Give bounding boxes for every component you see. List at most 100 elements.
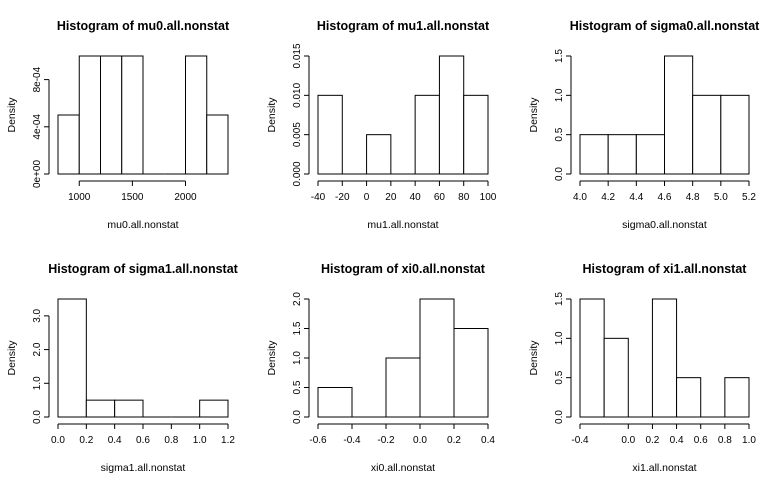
panel-6-x-tick-label: 0.0 — [621, 435, 635, 446]
panel-6-bar — [676, 377, 702, 418]
panel-5-x-label: xi0.all.nonstat — [371, 462, 435, 474]
panel-1-bar — [78, 55, 101, 175]
panel-5-y-tick-label: 2.0 — [292, 292, 303, 306]
panel-6-x-tick-label: 0.6 — [694, 435, 708, 446]
panel-2-bar — [317, 94, 343, 175]
panel-3-bar — [607, 134, 637, 175]
panel-4-title: Histogram of sigma1.all.nonstat — [48, 262, 238, 276]
panel-2-x-tick-label: 80 — [458, 192, 470, 203]
panel-6: Histogram of xi1.all.nonstat -0.4 0.0 0.2 0.… — [528, 262, 756, 474]
panel-1-x-tick-label: 1500 — [121, 192, 144, 203]
panel-2-y-tick-label: 0.015 — [292, 43, 303, 68]
panel-6-bar — [603, 337, 629, 418]
panel-5-x-tick-label: 0.4 — [481, 435, 495, 446]
panel-3-x-tick-label: 5.2 — [742, 192, 756, 203]
panel-1-bar — [206, 114, 229, 175]
panel-6-y-tick-label: 0.5 — [554, 370, 565, 384]
panel-4-x-tick-label: 0.0 — [51, 435, 65, 446]
panel-6-bar — [651, 298, 678, 418]
panel-5-bar — [453, 328, 489, 418]
panel-2-x-tick-label: 60 — [434, 192, 446, 203]
panel-5-y-tick-label: 1.5 — [292, 321, 303, 335]
panel-4-bar — [199, 399, 229, 418]
panel-3-x-tick-label: 4.8 — [686, 192, 700, 203]
panel-1-x-label: mu0.all.nonstat — [107, 219, 178, 231]
panel-6-x-tick-label: 0.2 — [645, 435, 659, 446]
panel-2-bar — [438, 55, 465, 175]
panel-3-y-tick-label: 1.5 — [554, 49, 565, 63]
panel-3-bar — [692, 94, 722, 175]
panel-4-y-label: Density — [6, 340, 18, 376]
panel-1-y-tick-label: 0e+00 — [32, 160, 43, 189]
panel-4-y-tick-label: 1.0 — [32, 376, 43, 390]
panel-4-x-tick-label: 0.2 — [79, 435, 93, 446]
panel-4-bar — [57, 298, 87, 418]
panel-4-y-tick-label: 3.0 — [32, 308, 43, 322]
panel-4-x-tick-label: 1.0 — [193, 435, 207, 446]
panel-4-x-tick-label: 0.8 — [164, 435, 178, 446]
panel-6-x-tick-label: 0.8 — [718, 435, 732, 446]
panel-6-y-tick-label: 0.0 — [554, 410, 565, 424]
panel-1: Histogram of mu0.all.nonstat 1000 1500 2000… — [6, 19, 230, 231]
panel-6-title: Histogram of xi1.all.nonstat — [583, 262, 748, 276]
panel-3-y-tick-label: 1.0 — [554, 88, 565, 102]
panel-3-x-tick-label: 4.6 — [658, 192, 672, 203]
panel-3-bar — [579, 134, 609, 175]
panel-6-x-tick-label: 1.0 — [742, 435, 756, 446]
panel-2-x-tick-label: 20 — [385, 192, 397, 203]
panel-2-title: Histogram of mu1.all.nonstat — [317, 19, 490, 33]
panel-1-bar — [100, 55, 123, 175]
panel-2-y-tick-label: 0.005 — [292, 122, 303, 147]
panel-3-y-label: Density — [528, 97, 540, 133]
panel-6-y-tick-label: 1.0 — [554, 331, 565, 345]
panel-1-title: Histogram of mu0.all.nonstat — [57, 19, 230, 33]
panel-4: Histogram of sigma1.all.nonstat 0.0 0.2 0.4… — [6, 262, 239, 474]
panel-3-x-tick-label: 4.0 — [573, 192, 587, 203]
panel-5-x-tick-label: 0.2 — [447, 435, 461, 446]
panel-3-x-label: sigma0.all.nonstat — [622, 219, 707, 231]
panel-2-bar — [414, 94, 440, 175]
panel-3-title: Histogram of sigma0.all.nonstat — [570, 19, 760, 33]
panel-1-bar — [57, 114, 80, 175]
panel-2-x-tick-label: 0 — [364, 192, 370, 203]
panel-1-y-label: Density — [6, 97, 18, 133]
panel-5-y-tick-label: 0.0 — [292, 410, 303, 424]
panel-5-x-tick-label: 0.0 — [413, 435, 427, 446]
panel-2-x-tick-label: -40 — [311, 192, 326, 203]
panel-5: Histogram of xi0.all.nonstat -0.6 -0.4 -0.2… — [266, 262, 495, 474]
panel-5-bar — [419, 298, 455, 418]
panel-1-y-tick-label: 4e-04 — [32, 114, 43, 140]
panel-5-y-tick-label: 0.5 — [292, 380, 303, 394]
panel-6-y-tick-label: 1.5 — [554, 292, 565, 306]
panel-3-bar — [720, 94, 750, 175]
panel-4-y-tick-label: 0.0 — [32, 410, 43, 424]
panel-5-y-tick-label: 1.0 — [292, 351, 303, 365]
panel-5-x-tick-label: -0.4 — [343, 435, 361, 446]
panel-2-x-label: mu1.all.nonstat — [367, 219, 438, 231]
panel-4-x-label: sigma1.all.nonstat — [101, 462, 186, 474]
panel-1-x-tick-label: 1000 — [68, 192, 91, 203]
panel-2-y-tick-label: 0.000 — [292, 161, 303, 186]
panel-5-title: Histogram of xi0.all.nonstat — [321, 262, 486, 276]
panel-2-x-tick-label: 100 — [480, 192, 497, 203]
panel-4-y-tick-label: 2.0 — [32, 342, 43, 356]
panel-5-bar — [317, 387, 353, 418]
panel-4-x-tick-label: 0.6 — [136, 435, 150, 446]
panel-3-y-tick-label: 0.5 — [554, 127, 565, 141]
panel-2-x-tick-label: 40 — [410, 192, 422, 203]
panel-4-x-tick-label: 0.4 — [108, 435, 122, 446]
panel-5-y-label: Density — [266, 340, 278, 376]
panel-2-y-tick-label: 0.010 — [292, 82, 303, 107]
panel-3-x-tick-label: 4.2 — [601, 192, 615, 203]
panel-6-x-tick-label: 0.4 — [670, 435, 684, 446]
panel-5-x-tick-label: -0.6 — [309, 435, 327, 446]
panel-1-bar — [121, 55, 144, 175]
panel-4-bar — [85, 399, 116, 418]
panel-6-y-label: Density — [528, 340, 540, 376]
panel-2-bar — [463, 94, 489, 175]
panel-1-bar — [185, 55, 208, 175]
panel-5-bar — [385, 357, 421, 418]
panel-3-x-tick-label: 4.4 — [629, 192, 643, 203]
